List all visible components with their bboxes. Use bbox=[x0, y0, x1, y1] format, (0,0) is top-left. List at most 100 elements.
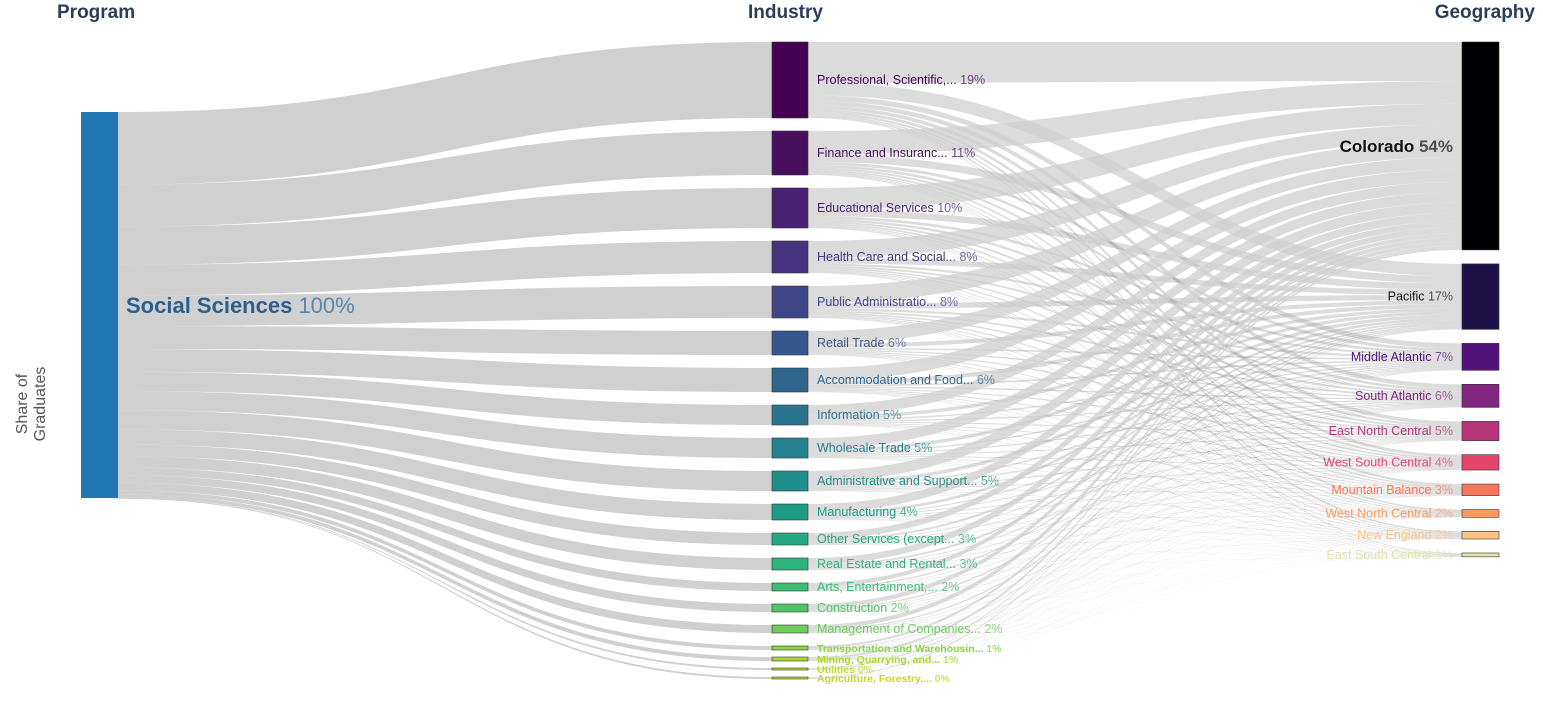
label-program-pct: 100% bbox=[298, 293, 354, 318]
link-manufacturing-west-south-central bbox=[808, 467, 1462, 519]
label-industry-name: Wholesale Trade bbox=[817, 441, 914, 455]
label-geography-new-england: New England 2% bbox=[1357, 528, 1453, 542]
link-retail-trade-new-england bbox=[808, 354, 1462, 537]
link-wholesale-trade-west-south-central bbox=[808, 455, 1462, 467]
node-industry-retail-trade bbox=[771, 330, 809, 356]
link-health-care-and-social-east-north-central bbox=[808, 267, 1462, 431]
link-construction-middle-atlantic bbox=[808, 368, 1462, 611]
link-other-services-except-west-north-central bbox=[808, 516, 1462, 545]
link-arts-entertainment-west-south-central bbox=[808, 468, 1462, 591]
link-other-services-except-east-south-central bbox=[808, 544, 1462, 557]
link-program-management-of-companies bbox=[118, 482, 772, 633]
label-industry-name: Administrative and Support... bbox=[817, 474, 981, 488]
link-agriculture-forestry-new-england bbox=[808, 539, 1462, 679]
label-industry-accommodation-and-food: Accommodation and Food... 6% bbox=[817, 373, 995, 387]
link-professional-scientific-colorado bbox=[808, 42, 1462, 83]
link-construction-new-england bbox=[808, 538, 1462, 612]
node-industry-information bbox=[771, 404, 809, 426]
link-health-care-and-social-east-south-central bbox=[808, 272, 1462, 555]
link-management-of-companies-east-north-central bbox=[808, 439, 1462, 633]
node-industry-administrative-and-support bbox=[771, 470, 809, 492]
label-geography-name: South Atlantic bbox=[1355, 389, 1435, 403]
label-geography-pct: 7% bbox=[1435, 350, 1453, 364]
link-transportation-and-warehousin-south-atlantic bbox=[808, 406, 1462, 650]
label-industry-name: Educational Services bbox=[817, 201, 937, 215]
node-geography-colorado bbox=[1461, 41, 1500, 251]
label-industry-pct: 4% bbox=[900, 505, 918, 519]
label-industry-public-administratio: Public Administratio... 8% bbox=[817, 295, 958, 309]
label-geography-name: East North Central bbox=[1329, 424, 1435, 438]
link-utilities-west-north-central bbox=[808, 517, 1462, 670]
link-program-administrative-and-support bbox=[118, 410, 772, 491]
link-agriculture-forestry-east-north-central bbox=[808, 440, 1462, 679]
label-industry-health-care-and-social: Health Care and Social... 8% bbox=[817, 250, 978, 264]
link-educational-services-west-north-central bbox=[808, 226, 1462, 513]
link-transportation-and-warehousin-west-south-central bbox=[808, 469, 1462, 650]
link-other-services-except-west-south-central bbox=[808, 467, 1462, 545]
link-accommodation-and-food-middle-atlantic bbox=[808, 359, 1462, 387]
label-industry-name: Utilities bbox=[817, 664, 858, 676]
link-mining-quarrying-and-south-atlantic bbox=[808, 407, 1462, 661]
link-program-information bbox=[118, 371, 772, 425]
label-industry-name: Retail Trade bbox=[817, 336, 888, 350]
link-construction-colorado bbox=[808, 237, 1462, 609]
label-industry-administrative-and-support: Administrative and Support... 5% bbox=[817, 474, 999, 488]
label-geography-name: Pacific bbox=[1388, 290, 1428, 304]
label-industry-name: Health Care and Social... bbox=[817, 250, 959, 264]
link-real-estate-and-rental-east-north-central bbox=[808, 438, 1462, 569]
link-mining-quarrying-and-new-england bbox=[808, 538, 1462, 661]
label-industry-name: Arts, Entertainment,... bbox=[817, 580, 941, 594]
link-arts-entertainment-middle-atlantic bbox=[808, 368, 1462, 590]
link-educational-services-mountain-balance bbox=[808, 224, 1462, 489]
label-geography-pct: 3% bbox=[1435, 483, 1453, 497]
node-program-social-sciences bbox=[81, 112, 118, 498]
link-professional-scientific-east-south-central bbox=[808, 117, 1462, 554]
label-geography-mountain-balance: Mountain Balance 3% bbox=[1331, 483, 1453, 497]
link-program-manufacturing bbox=[118, 429, 772, 520]
label-geography-name: Mountain Balance bbox=[1331, 483, 1435, 497]
link-construction-west-south-central bbox=[808, 469, 1462, 612]
link-other-services-except-east-north-central bbox=[808, 437, 1462, 544]
label-industry-pct: 3% bbox=[958, 532, 976, 546]
node-geography-east-north-central bbox=[1461, 421, 1500, 441]
node-geography-new-england bbox=[1461, 530, 1500, 540]
link-manufacturing-west-north-central bbox=[808, 515, 1462, 520]
link-mining-quarrying-and-colorado bbox=[808, 247, 1462, 660]
label-geography-pacific: Pacific 17% bbox=[1388, 290, 1453, 304]
link-program-utilities bbox=[118, 498, 772, 670]
link-administrative-and-support-middle-atlantic bbox=[808, 364, 1462, 487]
label-industry-pct: 8% bbox=[959, 250, 977, 264]
link-public-administratio-east-north-central bbox=[808, 312, 1462, 433]
link-wholesale-trade-east-north-central bbox=[808, 435, 1462, 456]
link-arts-entertainment-mountain-balance bbox=[808, 494, 1462, 591]
label-geography-name: Colorado bbox=[1340, 137, 1419, 156]
link-agriculture-forestry-west-south-central bbox=[808, 470, 1462, 679]
link-finance-and-insuranc-new-england bbox=[808, 173, 1462, 534]
label-industry-pct: 11% bbox=[951, 146, 975, 160]
link-management-of-companies-east-south-central bbox=[808, 556, 1462, 633]
link-educational-services-middle-atlantic bbox=[808, 216, 1462, 355]
node-industry-educational-services bbox=[771, 187, 809, 229]
node-geography-middle-atlantic bbox=[1461, 343, 1500, 371]
link-public-administratio-colorado bbox=[808, 140, 1462, 304]
label-geography-name: New England bbox=[1357, 528, 1435, 542]
label-industry-pct: 6% bbox=[888, 336, 906, 350]
link-manufacturing-colorado bbox=[808, 212, 1462, 513]
link-administrative-and-support-new-england bbox=[808, 490, 1462, 538]
link-management-of-companies-new-england bbox=[808, 538, 1462, 633]
link-wholesale-trade-new-england bbox=[808, 457, 1462, 538]
link-agriculture-forestry-middle-atlantic bbox=[808, 370, 1462, 679]
link-accommodation-and-food-colorado bbox=[808, 169, 1462, 381]
label-industry-construction: Construction 2% bbox=[817, 601, 909, 615]
link-public-administratio-new-england bbox=[808, 317, 1462, 536]
link-accommodation-and-food-mountain-balance bbox=[808, 390, 1462, 492]
link-educational-services-colorado bbox=[808, 103, 1462, 210]
link-real-estate-and-rental-south-atlantic bbox=[808, 404, 1462, 568]
label-industry-information: Information 5% bbox=[817, 408, 901, 422]
link-program-agriculture-forestry bbox=[118, 498, 772, 679]
node-industry-real-estate-and-rental bbox=[771, 557, 809, 571]
label-industry-pct: 2% bbox=[984, 622, 1002, 636]
label-industry-pct: 19% bbox=[960, 73, 985, 87]
